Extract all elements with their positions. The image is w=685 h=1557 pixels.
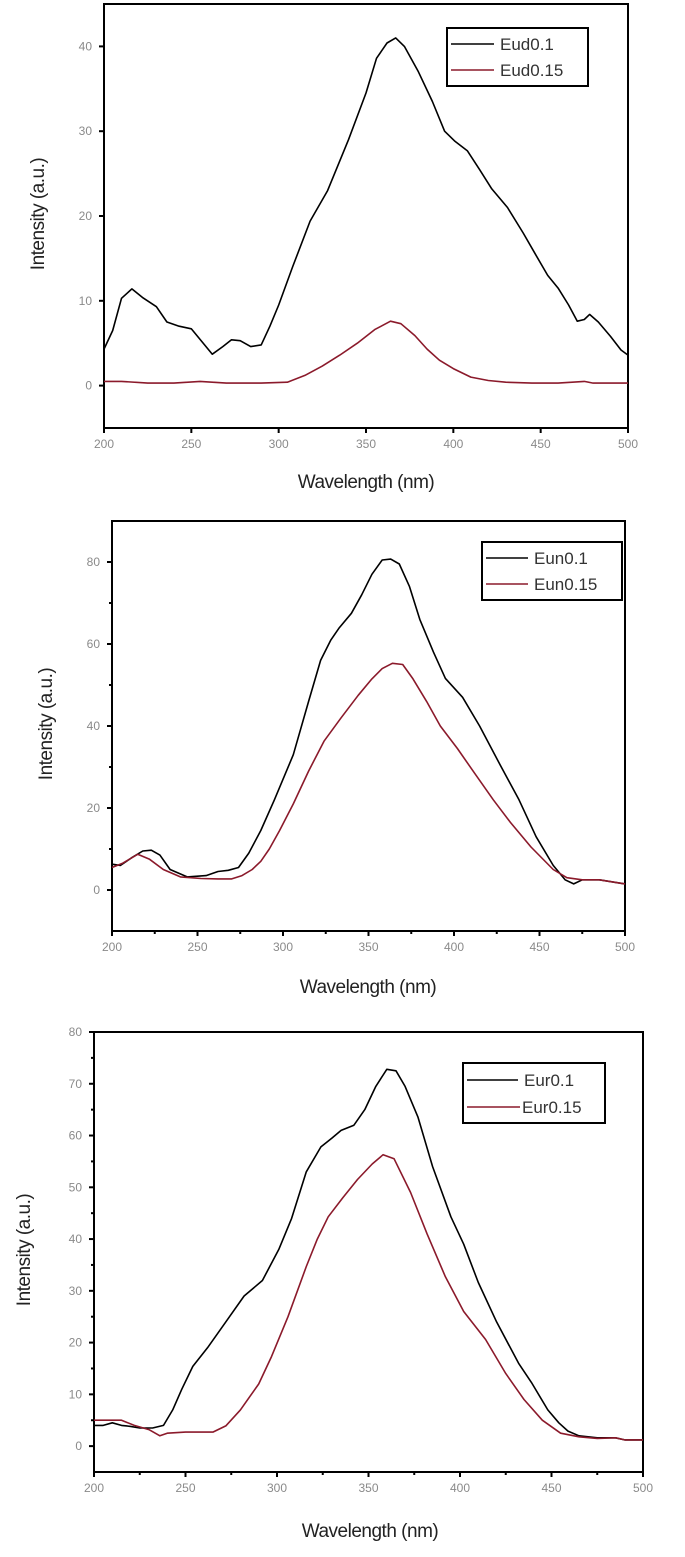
y-tick-label: 20 <box>79 209 93 223</box>
data-lines <box>94 1068 643 1441</box>
x-axis-ticks: 200 250 300 350 400 450 500 <box>102 931 635 954</box>
x-tick-label: 450 <box>541 1481 561 1495</box>
y-tick-label: 40 <box>79 39 93 53</box>
y-tick-label: 40 <box>87 719 101 733</box>
data-lines <box>103 37 629 384</box>
x-axis-ticks: 200 250 300 350 400 450 500 <box>94 428 638 451</box>
y-tick-label: 20 <box>69 1336 83 1350</box>
x-tick-label: 400 <box>443 437 463 451</box>
x-axis-title: Wavelength (nm) <box>300 977 437 998</box>
x-axis-ticks: 200 250 300 350 400 450 500 <box>84 1472 653 1495</box>
legend-label: Eur0.15 <box>522 1098 582 1117</box>
x-tick-label: 350 <box>356 437 376 451</box>
x-axis-title: Wavelength (nm) <box>302 1521 439 1542</box>
x-tick-label: 500 <box>633 1481 653 1495</box>
y-tick-label: 30 <box>79 124 93 138</box>
series-line <box>94 1153 643 1441</box>
y-axis-ticks: 0 10 20 30 40 50 60 70 80 <box>69 1025 94 1453</box>
x-tick-label: 500 <box>615 940 635 954</box>
y-tick-label: 40 <box>69 1232 83 1246</box>
y-tick-label: 10 <box>79 294 93 308</box>
x-tick-label: 200 <box>102 940 122 954</box>
x-tick-label: 450 <box>531 437 551 451</box>
x-tick-label: 250 <box>181 437 201 451</box>
legend-label: Eur0.1 <box>524 1071 574 1090</box>
x-tick-label: 500 <box>618 437 638 451</box>
x-axis-title: Wavelength (nm) <box>298 472 435 493</box>
y-tick-label: 60 <box>69 1129 83 1143</box>
y-tick-label: 30 <box>69 1284 83 1298</box>
chart-panel-eud: 200 250 300 350 400 450 500 0 10 20 30 40 Waveleng… <box>28 3 638 493</box>
y-tick-label: 20 <box>87 801 101 815</box>
y-tick-label: 60 <box>87 637 101 651</box>
x-tick-label: 300 <box>267 1481 287 1495</box>
series-line <box>94 1068 643 1441</box>
y-axis-title: Intensity (a.u.) <box>28 158 49 271</box>
x-tick-label: 400 <box>450 1481 470 1495</box>
x-tick-label: 200 <box>94 437 114 451</box>
chart-panel-eun: 200 250 300 350 400 450 500 0 20 40 60 80 Waveleng… <box>36 520 635 998</box>
series-line <box>111 558 626 885</box>
legend-label: Eun0.15 <box>534 575 597 594</box>
legend-label: Eud0.15 <box>500 61 563 80</box>
y-axis-title: Intensity (a.u.) <box>14 1194 35 1307</box>
legend-box <box>446 27 589 87</box>
x-tick-label: 350 <box>358 1481 378 1495</box>
y-tick-label: 80 <box>69 1025 83 1039</box>
legend-label: Eud0.1 <box>500 35 554 54</box>
x-tick-label: 250 <box>187 940 207 954</box>
y-axis-ticks: 0 10 20 30 40 <box>79 39 104 393</box>
y-tick-label: 0 <box>75 1439 82 1453</box>
y-tick-label: 0 <box>85 379 92 393</box>
y-tick-label: 80 <box>87 555 101 569</box>
legend: Eud0.1 Eud0.15 <box>446 27 589 87</box>
x-tick-label: 200 <box>84 1481 104 1495</box>
legend-label: Eun0.1 <box>534 549 588 568</box>
chart-panel-eur: 200 250 300 350 400 450 500 01020304050607080 … <box>14 1025 653 1542</box>
y-axis-title: Intensity (a.u.) <box>36 668 57 781</box>
y-tick-label: 70 <box>69 1077 83 1091</box>
legend-box <box>481 541 623 601</box>
series-line <box>111 662 626 885</box>
x-tick-label: 300 <box>273 940 293 954</box>
legend-box <box>462 1062 606 1124</box>
x-tick-label: 400 <box>444 940 464 954</box>
y-axis-ticks: 0 20 40 60 80 <box>87 555 112 897</box>
series-line <box>104 320 628 384</box>
y-tick-label: 0 <box>93 883 100 897</box>
legend: Eur0.1 Eur0.15 <box>462 1062 606 1124</box>
data-lines <box>111 558 626 885</box>
x-tick-label: 350 <box>358 940 378 954</box>
y-tick-label: 50 <box>69 1180 83 1194</box>
series-line <box>103 37 629 356</box>
x-tick-label: 250 <box>175 1481 195 1495</box>
legend: Eun0.1 Eun0.15 <box>481 541 623 601</box>
y-tick-label: 10 <box>69 1387 83 1401</box>
x-tick-label: 450 <box>529 940 549 954</box>
x-tick-label: 300 <box>269 437 289 451</box>
